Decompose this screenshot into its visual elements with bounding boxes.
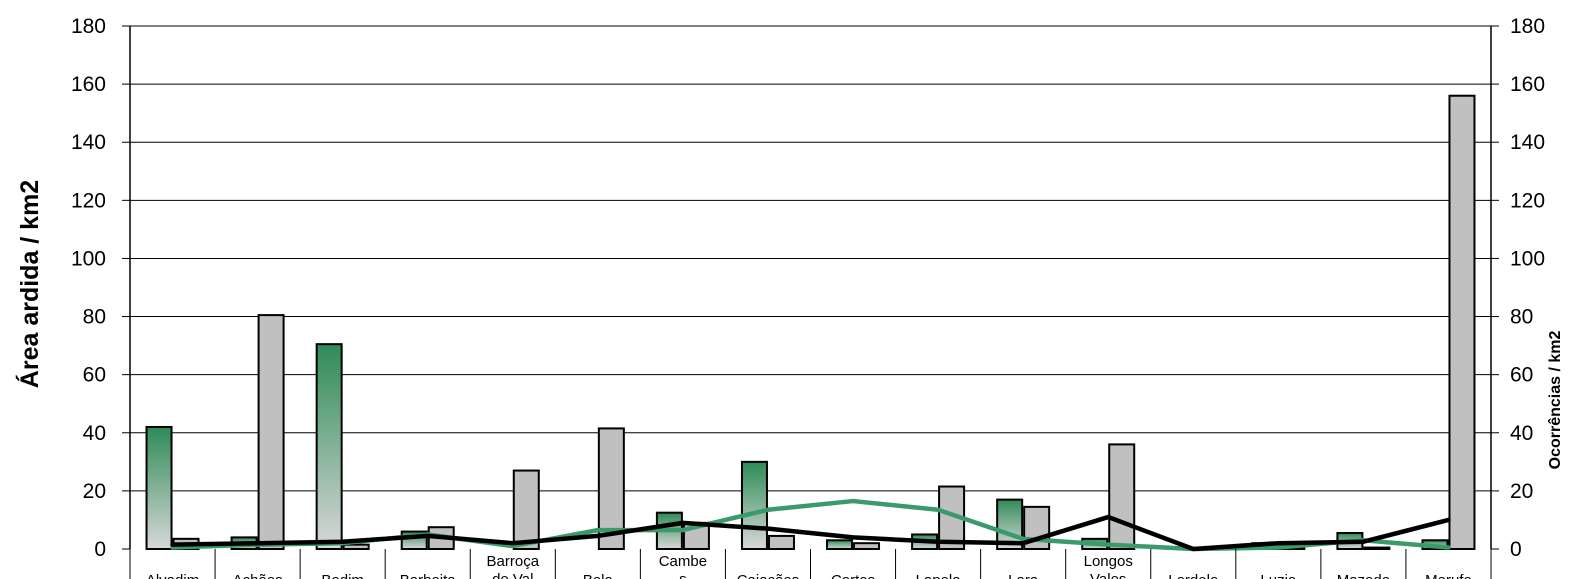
y-tick-label: 60	[83, 364, 106, 387]
y2-tick-label: 60	[1510, 364, 1533, 387]
category-label: Merufe	[1425, 572, 1472, 579]
bar-area-2	[767, 534, 795, 550]
bar-area-2	[1363, 546, 1391, 551]
bar-area-2	[1108, 443, 1136, 550]
category-label: Achões	[233, 572, 283, 579]
bar-area-2	[1448, 94, 1476, 550]
y2-tick-label: 140	[1510, 131, 1545, 154]
line-series-black	[170, 514, 1451, 552]
y-tick-label: 120	[71, 189, 106, 212]
category-label: Bela	[583, 572, 614, 579]
y2-tick-label: 180	[1510, 15, 1545, 38]
category-label: Cambe	[659, 553, 707, 570]
category-label: Barbeita	[400, 572, 457, 579]
bar-area	[145, 425, 173, 551]
bar-area-2	[853, 542, 881, 551]
y2-tick-label: 40	[1510, 422, 1533, 445]
y2-tick-label: 0	[1510, 538, 1522, 561]
bar-area	[740, 460, 768, 551]
category-label: Cortes	[831, 572, 875, 579]
y2-tick-label: 20	[1510, 480, 1533, 503]
category-label: Bodim	[321, 572, 364, 579]
y2-tick-label: 80	[1510, 306, 1533, 329]
y-tick-label: 100	[71, 247, 106, 270]
y2-axis-title: Ocorrências / km2	[1547, 331, 1564, 470]
category-label: de Val	[492, 571, 533, 579]
y-tick-label: 180	[71, 15, 106, 38]
category-label: Alvadim	[146, 572, 199, 579]
y2-tick-label: 160	[1510, 73, 1545, 96]
y-axis-title: Área ardida / km2	[15, 180, 44, 388]
y2-tick-label: 100	[1510, 247, 1545, 270]
category-label: Barroça	[487, 553, 540, 570]
bar-area-2	[342, 543, 370, 550]
y2-tick-label: 120	[1510, 189, 1545, 212]
y-tick-label: 80	[83, 306, 106, 329]
bar-area-2	[257, 314, 285, 550]
bar-area-2	[512, 469, 540, 550]
bar-area	[315, 343, 343, 550]
bar-area	[826, 539, 854, 550]
y-tick-label: 20	[83, 480, 106, 503]
category-label: Vales	[1090, 571, 1126, 579]
y-tick-label: 140	[71, 131, 106, 154]
category-label: Lordelo	[1168, 572, 1218, 579]
category-label: Longos	[1084, 553, 1133, 570]
category-label: Lara	[1008, 572, 1039, 579]
y-tick-label: 0	[94, 538, 106, 561]
category-label: Luzio	[1260, 572, 1296, 579]
category-label: Mazedo	[1337, 572, 1390, 579]
category-label: Caiações	[737, 572, 800, 579]
y-tick-label: 40	[83, 422, 106, 445]
y-tick-label: 160	[71, 73, 106, 96]
category-label: s	[679, 571, 687, 579]
category-label: Lapela	[916, 572, 962, 579]
